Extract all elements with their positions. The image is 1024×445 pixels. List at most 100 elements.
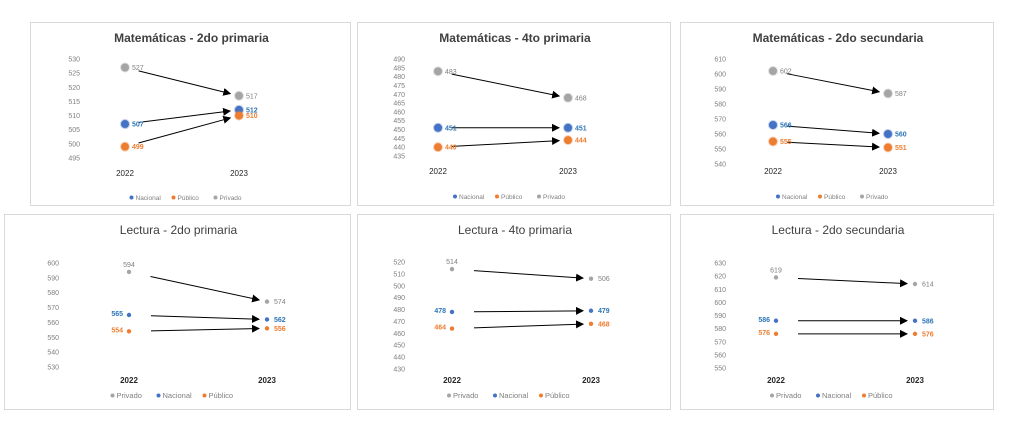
trend-arrow [150,324,261,333]
y-tick-label: 525 [68,71,80,78]
data-label: 554 [111,327,123,334]
data-point [120,119,130,130]
legend-marker [110,393,115,398]
data-label: 517 [246,93,258,100]
chart-svg: Matemáticas - 2do secundaria 540 550 560 570… [714,31,923,201]
data-label: 619 [770,267,782,274]
legend-item: Público [824,194,846,201]
data-point [433,122,443,133]
data-label: 551 [895,145,907,152]
trend-arrow [138,70,232,96]
legend-marker [862,393,866,398]
data-point [768,120,778,130]
chart-svg: Lectura - 2do primaria 530 540 550 560 570 580… [47,223,286,400]
legend-item: Privado [776,391,801,400]
y-tick-label: 530 [47,365,59,372]
trend-arrow [473,306,585,315]
data-label: 510 [246,113,258,120]
legend-marker [770,393,774,398]
y-tick-label: 560 [714,132,726,139]
data-point [264,299,270,304]
y-tick-label: 570 [47,305,59,312]
trend-arrow [451,137,561,147]
data-point [773,275,779,280]
legend-marker [537,194,541,199]
legend-item: Público [868,391,893,400]
y-tick-label: 480 [393,74,405,81]
legend-marker [539,393,543,398]
data-label: 556 [274,326,286,333]
chart-title: Matemáticas - 4to primaria [439,31,591,45]
trend-arrow [786,125,881,137]
data-point [433,142,443,153]
x-category-label: 2023 [906,376,924,385]
data-point [449,309,455,315]
data-point [883,88,893,99]
legend-item: Público [501,194,523,201]
y-tick-label: 620 [714,274,726,281]
legend-marker [818,194,822,199]
y-tick-label: 590 [714,313,726,320]
y-tick-label: 490 [393,57,405,64]
chart-svg: Lectura - 4to primaria 430 440 450 460 470 480… [393,223,609,400]
chart-svg: Matemáticas - 2do primaria49550050551051… [68,31,269,202]
y-tick-label: 430 [393,367,405,374]
y-tick-label: 480 [393,307,405,314]
y-tick-label: 470 [393,319,405,326]
y-tick-label: 505 [68,127,80,134]
data-label: 574 [274,299,286,306]
data-label: 565 [111,311,123,318]
chart-panel-5: Lectura - 4to primaria 430 440 450 460 470 480… [357,214,671,410]
data-point [912,281,918,287]
y-tick-label: 550 [47,335,59,342]
y-tick-label: 520 [68,85,80,92]
data-point [234,90,244,101]
y-tick-label: 530 [68,57,80,64]
data-label: 587 [895,91,907,98]
data-point [563,122,573,133]
legend-marker [213,195,218,200]
chart-panel-3: Matemáticas - 2do secundaria 540 550 560 570… [680,22,994,206]
data-label: 499 [132,144,144,151]
legend-marker [493,393,497,398]
legend-item: Privado [543,194,565,201]
x-category-label: 2022 [767,376,785,385]
data-point [912,331,918,337]
chart-panel-6: Lectura - 2do secundaria 550 560 570 580 590 6… [680,214,994,410]
chart-title: Matemáticas - 2do primaria [114,31,269,45]
y-tick-label: 470 [393,92,405,99]
data-label: 507 [132,122,144,129]
data-point [773,331,779,337]
legend-marker [156,393,161,398]
x-category-label: 2023 [559,167,577,176]
y-tick-label: 435 [393,154,405,161]
data-label: 586 [758,317,770,324]
x-category-label: 2022 [116,169,134,178]
y-tick-label: 570 [714,117,726,124]
y-tick-label: 600 [714,72,726,79]
trend-arrow [797,277,909,288]
y-tick-label: 445 [393,136,405,143]
data-label: 594 [123,262,135,269]
legend-item: Privado [453,391,478,400]
y-tick-label: 590 [47,275,59,282]
y-tick-label: 550 [714,147,726,154]
data-label: 440 [445,145,457,152]
legend-marker [202,393,207,398]
x-category-label: 2023 [258,376,276,385]
data-point [120,141,130,152]
data-point [264,317,270,322]
y-tick-label: 450 [393,127,405,134]
chart-title: Lectura - 4to primaria [458,223,572,237]
data-point [264,326,270,331]
data-label: 468 [575,95,587,102]
data-label: 586 [922,318,934,325]
data-point [588,321,594,327]
x-category-label: 2023 [582,376,600,385]
y-tick-label: 550 [714,366,726,373]
y-tick-label: 455 [393,118,405,125]
y-tick-label: 570 [714,339,726,346]
trend-arrow [150,276,261,303]
y-tick-label: 510 [393,271,405,278]
